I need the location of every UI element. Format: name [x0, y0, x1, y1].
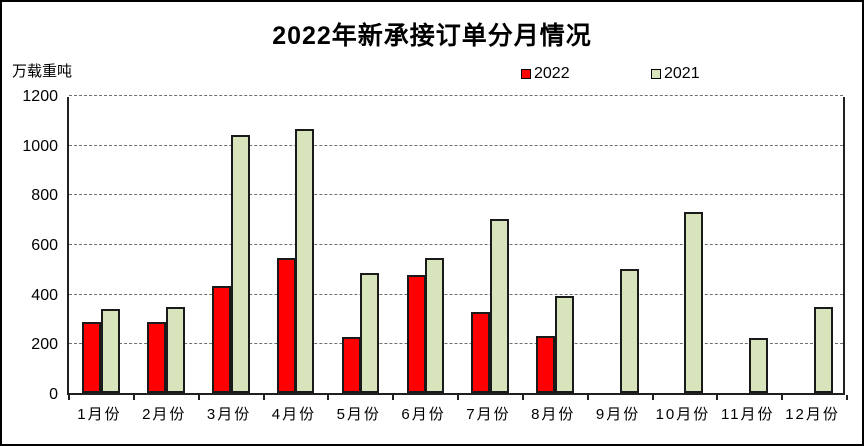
bar-2022-2月份 — [147, 322, 167, 393]
y-tick-label-1000: 1000 — [22, 137, 58, 155]
bar-2022-7月份 — [471, 312, 491, 393]
x-label-7月份: 7月份 — [466, 406, 511, 423]
gridline-1000 — [69, 144, 843, 146]
bar-2022-8月份 — [536, 336, 556, 393]
gridline-200 — [69, 343, 843, 345]
x-axis-tick — [781, 395, 784, 400]
x-label-11月份: 11月份 — [720, 406, 775, 423]
bar-2022-3月份 — [212, 286, 232, 393]
legend-label-2021: 2021 — [664, 65, 700, 82]
plot-area — [67, 95, 848, 400]
bar-2022-1月份 — [82, 322, 102, 393]
y-axis-unit-label: 万载重吨 — [12, 63, 73, 80]
bar-2022-6月份 — [406, 275, 426, 393]
legend-item-2022: 2022 — [521, 65, 570, 83]
bar-2021-4月份 — [295, 129, 315, 393]
x-axis-tick — [586, 395, 589, 400]
x-axis-tick — [521, 395, 524, 400]
y-tick-label-600: 600 — [31, 237, 58, 254]
y-tick-label-1200: 1200 — [22, 88, 58, 105]
x-axis-tick — [392, 395, 395, 400]
y-tick-label-400: 400 — [31, 286, 58, 304]
x-label-3月份: 3月份 — [206, 406, 252, 423]
y-tick-label-0: 0 — [49, 386, 58, 403]
x-label-2月份: 2月份 — [142, 406, 187, 423]
x-label-12月份: 12月份 — [785, 406, 840, 423]
x-axis-tick — [846, 395, 848, 400]
bar-2021-2月份 — [165, 307, 185, 393]
x-axis-tick — [457, 395, 459, 400]
legend-item-2021: 2021 — [651, 65, 700, 83]
gridline-800 — [69, 194, 843, 196]
x-axis-tick — [716, 395, 719, 400]
x-label-9月份: 9月份 — [595, 406, 641, 423]
y-tick-label-800: 800 — [31, 187, 58, 205]
bar-2021-11月份 — [749, 338, 769, 393]
x-axis-tick — [327, 395, 330, 400]
gridline-1200 — [69, 95, 843, 96]
bar-2021-8月份 — [554, 296, 574, 393]
legend-swatch-2022-icon — [521, 69, 531, 79]
bar-2021-1月份 — [100, 309, 120, 393]
x-label-10月份: 10月份 — [655, 406, 711, 423]
bar-2022-4月份 — [276, 258, 296, 393]
x-axis-tick — [262, 395, 265, 400]
bar-2021-6月份 — [425, 258, 445, 393]
x-label-5月份: 5月份 — [336, 406, 381, 423]
x-axis-tick — [651, 395, 654, 400]
legend-swatch-2021-icon — [651, 69, 661, 79]
gridline-600 — [69, 244, 843, 245]
bar-2021-3月份 — [230, 135, 250, 393]
x-axis-tick — [132, 395, 135, 400]
x-axis-tick — [197, 395, 200, 400]
bar-2021-9月份 — [619, 269, 639, 393]
bar-2021-12月份 — [814, 307, 834, 393]
x-label-6月份: 6月份 — [401, 406, 446, 423]
legend-label-2022: 2022 — [534, 65, 570, 82]
x-label-1月份: 1月份 — [77, 406, 122, 423]
gridline-400 — [69, 293, 843, 295]
chart-title: 2022年新承接订单分月情况 — [272, 22, 592, 50]
x-label-4月份: 4月份 — [271, 406, 317, 423]
y-tick-label-200: 200 — [31, 336, 58, 354]
bar-2022-5月份 — [341, 337, 361, 393]
x-axis-tick — [68, 395, 70, 400]
bar-2021-7月份 — [489, 219, 509, 393]
bar-2021-5月份 — [360, 273, 380, 393]
bar-2021-10月份 — [684, 212, 704, 393]
x-label-8月份: 8月份 — [531, 406, 576, 423]
